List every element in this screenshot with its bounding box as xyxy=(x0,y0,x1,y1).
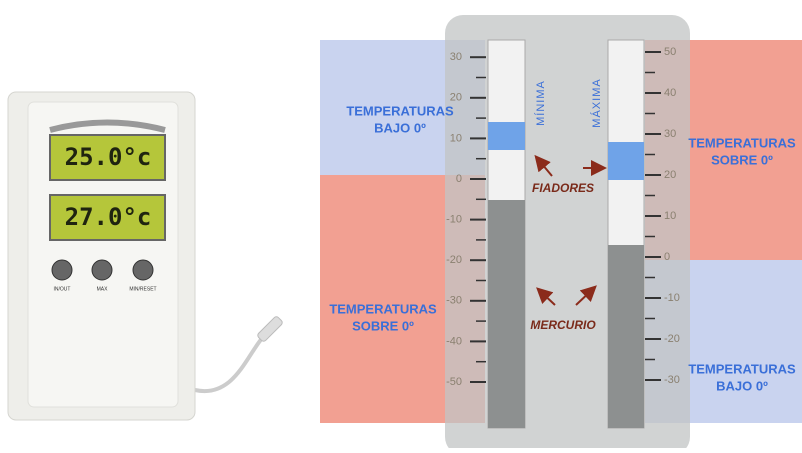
panel xyxy=(445,15,690,448)
button-label: MAX xyxy=(97,286,109,292)
region-label: TEMPERATURAS xyxy=(688,135,796,150)
lcd-text: 27.0°c xyxy=(65,203,152,231)
fiador-right xyxy=(608,142,644,180)
tick-label: -30 xyxy=(664,374,680,386)
tick-label: -30 xyxy=(446,295,462,307)
tick-label: 10 xyxy=(450,132,462,144)
button xyxy=(133,260,153,280)
tick-label: -20 xyxy=(446,254,462,266)
region-label: TEMPERATURAS xyxy=(329,301,437,316)
scale-label: MÍNIMA xyxy=(534,80,547,126)
tick-label: -10 xyxy=(664,292,680,304)
region-label: SOBRE 0º xyxy=(711,152,773,167)
tick-label: 50 xyxy=(664,46,676,58)
mercury-left xyxy=(488,200,525,428)
tick-label: 40 xyxy=(664,87,676,99)
tick-label: 0 xyxy=(664,251,670,263)
region-label: TEMPERATURAS xyxy=(346,103,454,118)
tick-label: 30 xyxy=(450,51,462,63)
region-label: TEMPERATURAS xyxy=(688,361,796,376)
tick-label: 30 xyxy=(664,128,676,140)
tick-label: 20 xyxy=(450,92,462,104)
button xyxy=(92,260,112,280)
annotation: FIADORES xyxy=(532,181,594,195)
region-label: BAJO 0º xyxy=(374,120,426,135)
scale-label: MÁXIMA xyxy=(590,78,603,127)
illustration: 25.0°c 27.0°c IN/OUT MAX MIN/RESET MÍNIM… xyxy=(0,0,802,448)
tick-label: 10 xyxy=(664,210,676,222)
tick-label: -50 xyxy=(446,376,462,388)
mercury-right xyxy=(608,245,644,428)
page: 25.0°c 27.0°c IN/OUT MAX MIN/RESET MÍNIM… xyxy=(0,0,802,448)
button xyxy=(52,260,72,280)
fiador-left xyxy=(488,122,525,150)
button-label: IN/OUT xyxy=(54,286,71,292)
region-label: BAJO 0º xyxy=(716,378,768,393)
tick-label: -10 xyxy=(446,214,462,226)
annotation: MERCURIO xyxy=(530,318,596,332)
lcd-text: 25.0°c xyxy=(65,143,152,171)
tick-label: 0 xyxy=(456,173,462,185)
tick-label: -20 xyxy=(664,333,680,345)
probe xyxy=(257,316,284,343)
region-label: SOBRE 0º xyxy=(352,318,414,333)
tick-label: 20 xyxy=(664,169,676,181)
tick-label: -40 xyxy=(446,335,462,347)
button-label: MIN/RESET xyxy=(129,286,156,292)
